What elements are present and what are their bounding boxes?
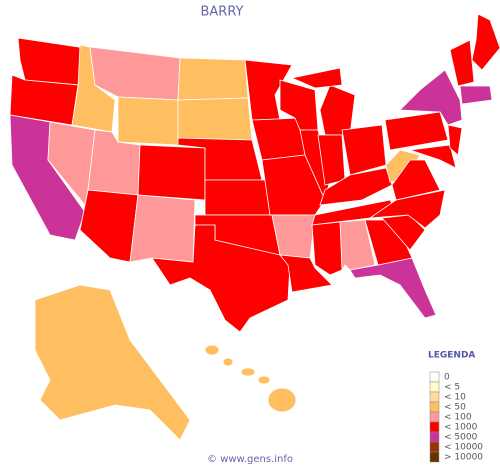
- map-title: BARRY: [201, 5, 244, 20]
- legend-label: < 1000: [444, 423, 478, 433]
- legend-label: < 10000: [444, 443, 483, 453]
- hawaii: [204, 13, 500, 413]
- legend-swatch: [429, 401, 440, 413]
- state: [129, 194, 196, 263]
- state: [261, 154, 326, 216]
- state: [17, 37, 86, 86]
- legend-label: < 5: [444, 383, 460, 393]
- state: [311, 221, 343, 276]
- state: [391, 159, 441, 201]
- us-map: [9, 13, 500, 441]
- state: [137, 144, 206, 201]
- legend-label: < 100: [444, 413, 472, 423]
- state: [204, 179, 271, 216]
- island: [204, 344, 220, 356]
- state: [244, 59, 293, 121]
- state: [34, 284, 191, 441]
- island: [257, 375, 271, 385]
- state: [319, 84, 356, 136]
- island: [222, 357, 234, 367]
- state: [381, 214, 426, 251]
- state: [151, 224, 291, 333]
- state: [471, 13, 500, 71]
- legend-swatch: [429, 371, 440, 383]
- state: [79, 189, 139, 263]
- legend-title: LEGENDA: [428, 351, 475, 361]
- state: [384, 111, 449, 151]
- legend-swatch: [429, 421, 440, 433]
- state: [409, 144, 457, 169]
- state: [341, 124, 387, 176]
- state: [117, 96, 179, 146]
- legend-label: < 50: [444, 403, 466, 413]
- legend-swatch: [429, 411, 440, 423]
- legend-label: > 10000: [444, 453, 483, 463]
- state: [449, 39, 475, 87]
- island: [267, 387, 297, 413]
- legend-swatch: [429, 391, 440, 403]
- island: [240, 367, 256, 377]
- state: [447, 124, 463, 156]
- legend-label: < 10: [444, 393, 466, 403]
- legend-label: 0: [444, 373, 450, 383]
- legend-swatch: [429, 451, 440, 463]
- state: [177, 57, 249, 101]
- legend-swatch: [429, 381, 440, 393]
- state: [290, 67, 343, 89]
- legend: LEGENDA 0< 5< 10< 50< 100< 1000< 5000< 1…: [428, 351, 483, 463]
- state: [251, 117, 306, 161]
- legend-swatch: [429, 431, 440, 443]
- footer-text: © www.gens.info: [207, 454, 293, 465]
- legend-label: < 5000: [444, 433, 478, 443]
- state: [177, 97, 253, 141]
- legend-swatch: [429, 441, 440, 453]
- state: [279, 254, 333, 293]
- state: [399, 69, 463, 126]
- state: [459, 85, 493, 105]
